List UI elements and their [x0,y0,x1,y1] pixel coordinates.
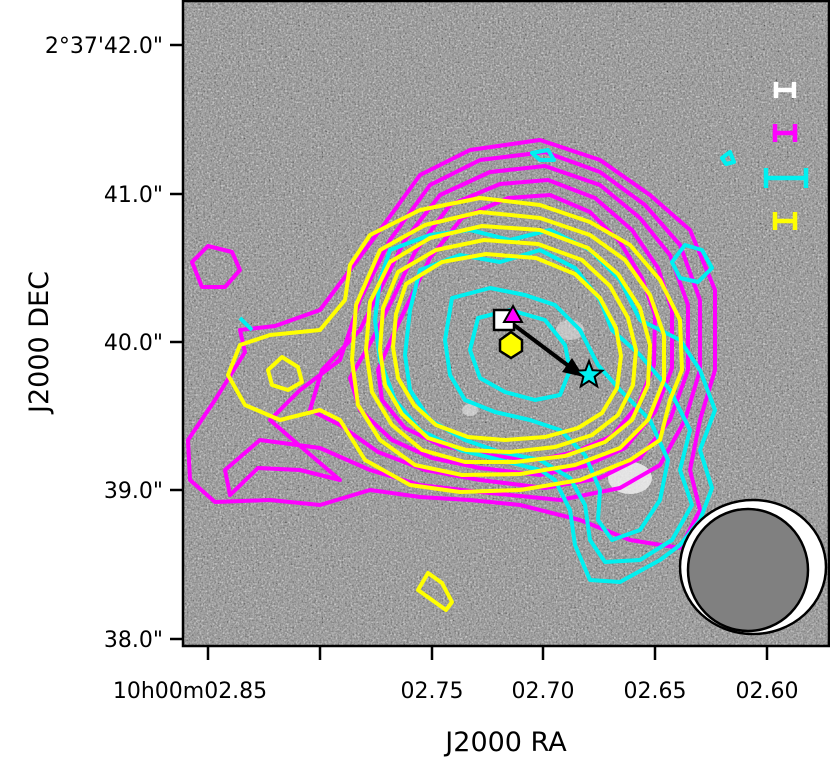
yellow-contour [226,196,684,494]
cyan-contour [670,243,714,284]
y-tick-label: 39.0" [104,479,163,504]
cyan-contour [720,150,736,166]
yellow-contour [266,355,304,392]
cyan-contour [238,316,254,332]
x-tick-label: 10h00m02.85 [113,679,267,704]
hexagon-marker [498,330,524,360]
yellow-contours [226,196,684,612]
y-tick-label: 2°37'42.0" [45,34,163,59]
x-axis-ticks [206,646,769,660]
arrow-shaft [508,320,576,372]
magenta-contour [223,150,702,502]
y-tick-label: 38.0" [104,628,163,653]
yellow-contour [350,210,666,477]
triangle-marker [502,303,524,323]
error-bar-yellow [772,212,798,230]
beam-inner [686,507,810,633]
error-bar-white [773,82,797,98]
yellow-contour [391,252,623,442]
position-markers [492,303,606,389]
error-bars [763,82,809,230]
magenta-contour [186,138,717,550]
x-tick-label: 02.75 [401,679,464,704]
x-tick-label: 02.70 [512,679,575,704]
y-tick-label: 41.0" [104,183,163,208]
x-axis-title: J2000 RA [443,727,567,758]
yellow-contour [364,224,652,464]
yellow-contour [378,238,638,454]
error-bar-magenta [772,124,798,142]
plot-frame [181,0,830,648]
y-axis-title: J2000 DEC [24,271,55,415]
magenta-contour [190,244,242,289]
error-bar-cyan [763,168,809,188]
cyan-contour [443,286,670,542]
y-tick-label: 40.0" [104,331,163,356]
image-panel [183,0,830,646]
x-tick-label: 02.60 [736,679,799,704]
cyan-contour [468,308,572,402]
bright-blob [462,404,478,416]
star-marker [572,358,606,389]
yellow-contour [416,571,454,612]
cyan-contour [530,148,556,162]
x-tick-label: 02.65 [624,679,687,704]
y-axis-ticks [170,43,183,641]
beam-symbol [678,498,828,636]
